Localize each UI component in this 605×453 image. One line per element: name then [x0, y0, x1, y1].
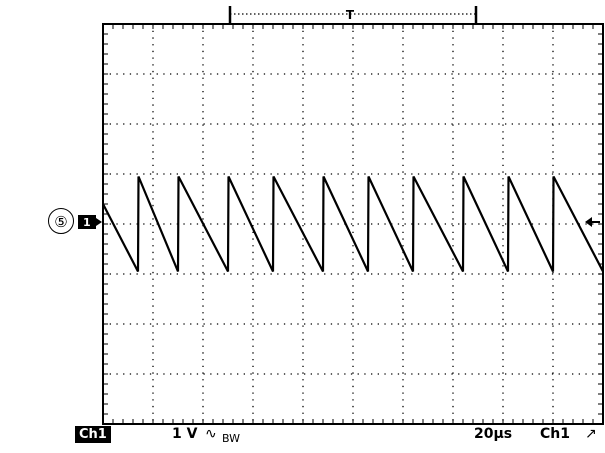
channel-1-ground-marker: 1	[78, 215, 102, 229]
trigger-position-bracket	[228, 6, 478, 25]
trigger-source: Ch1	[540, 426, 570, 442]
volts-per-div: 1 V	[172, 426, 198, 442]
rising-slope-icon: ↗	[585, 426, 597, 442]
trigger-position-label: T	[346, 8, 355, 22]
channel-badge: Ch1	[75, 426, 111, 443]
bandwidth-limit-label: BW	[222, 432, 241, 445]
waveform-trace	[102, 175, 604, 273]
ac-coupling-icon: ∿	[205, 426, 217, 442]
figure-marker-5: ⑤	[48, 208, 74, 234]
channel-1-marker-label: 1	[83, 216, 91, 229]
trigger-level-arrow-icon	[585, 217, 600, 227]
time-per-div: 20µs	[474, 426, 513, 442]
